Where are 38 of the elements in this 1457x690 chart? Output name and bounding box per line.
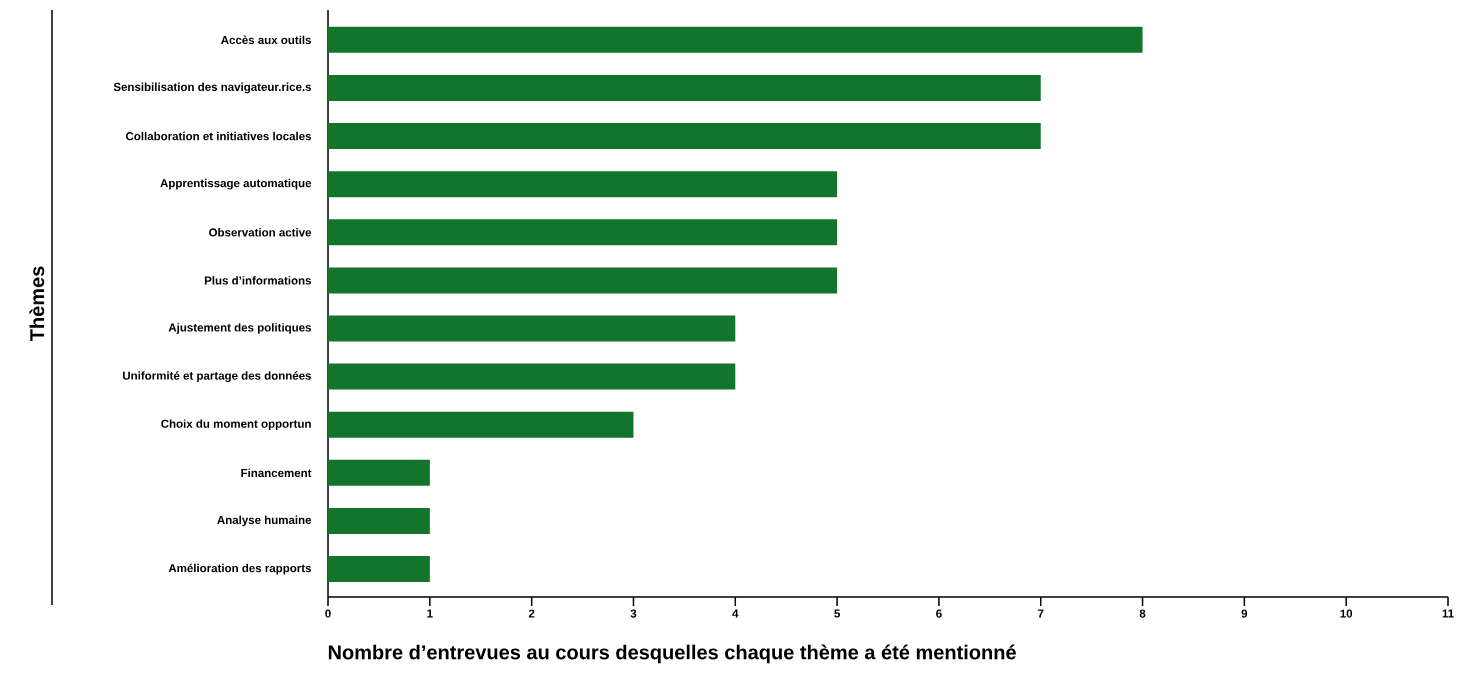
- x-tick-label: 4: [732, 609, 739, 618]
- y-tick-label: Plus d’informations: [204, 276, 312, 285]
- y-tick-label: Sensibilisation des navigateur.rice.s: [113, 82, 312, 94]
- bar: [328, 411, 634, 438]
- bar: [328, 219, 838, 246]
- bar: [328, 363, 736, 390]
- x-tick-label: 1: [427, 609, 433, 618]
- bar: [328, 267, 838, 294]
- y-tick-label: Uniformité et partage des données: [123, 371, 312, 383]
- bar: [328, 26, 1143, 53]
- y-tick-label: Choix du moment opportun: [161, 419, 311, 431]
- bar: [328, 507, 430, 534]
- x-tick-label: 2: [528, 609, 535, 618]
- x-tick-label: 5: [834, 609, 840, 618]
- bar: [328, 556, 430, 583]
- bar: [328, 171, 838, 198]
- bar: [328, 315, 736, 342]
- y-tick-label: Ajustement des politiques: [168, 323, 312, 334]
- bar: [328, 74, 1041, 101]
- y-tick-label: Observation active: [209, 228, 312, 237]
- x-axis-title: Nombre d’entrevues au cours desquelles chaque thème a été mentionné: [328, 644, 1016, 664]
- y-tick-label: Financement: [241, 468, 312, 478]
- y-tick-label: Collaboration et initiatives locales: [126, 131, 312, 141]
- x-tick-label: 6: [936, 609, 942, 618]
- y-axis-title: Thèmes: [29, 266, 45, 342]
- y-tick-label: Apprentissage automatique: [160, 178, 312, 190]
- x-tick-label: 11: [1442, 609, 1454, 618]
- bar: [328, 123, 1041, 150]
- bar: [328, 459, 430, 486]
- y-tick-label: Amélioration des rapports: [168, 563, 312, 575]
- y-tick-label: Accès aux outils: [221, 35, 312, 45]
- x-tick-label: 10: [1340, 609, 1353, 618]
- x-tick-label: 0: [325, 609, 331, 618]
- x-tick-label: 7: [1038, 609, 1044, 618]
- x-tick-label: 3: [630, 609, 637, 618]
- y-tick-label: Analyse humaine: [217, 515, 312, 527]
- x-tick-label: 8: [1139, 609, 1146, 618]
- x-tick-label: 9: [1241, 609, 1248, 618]
